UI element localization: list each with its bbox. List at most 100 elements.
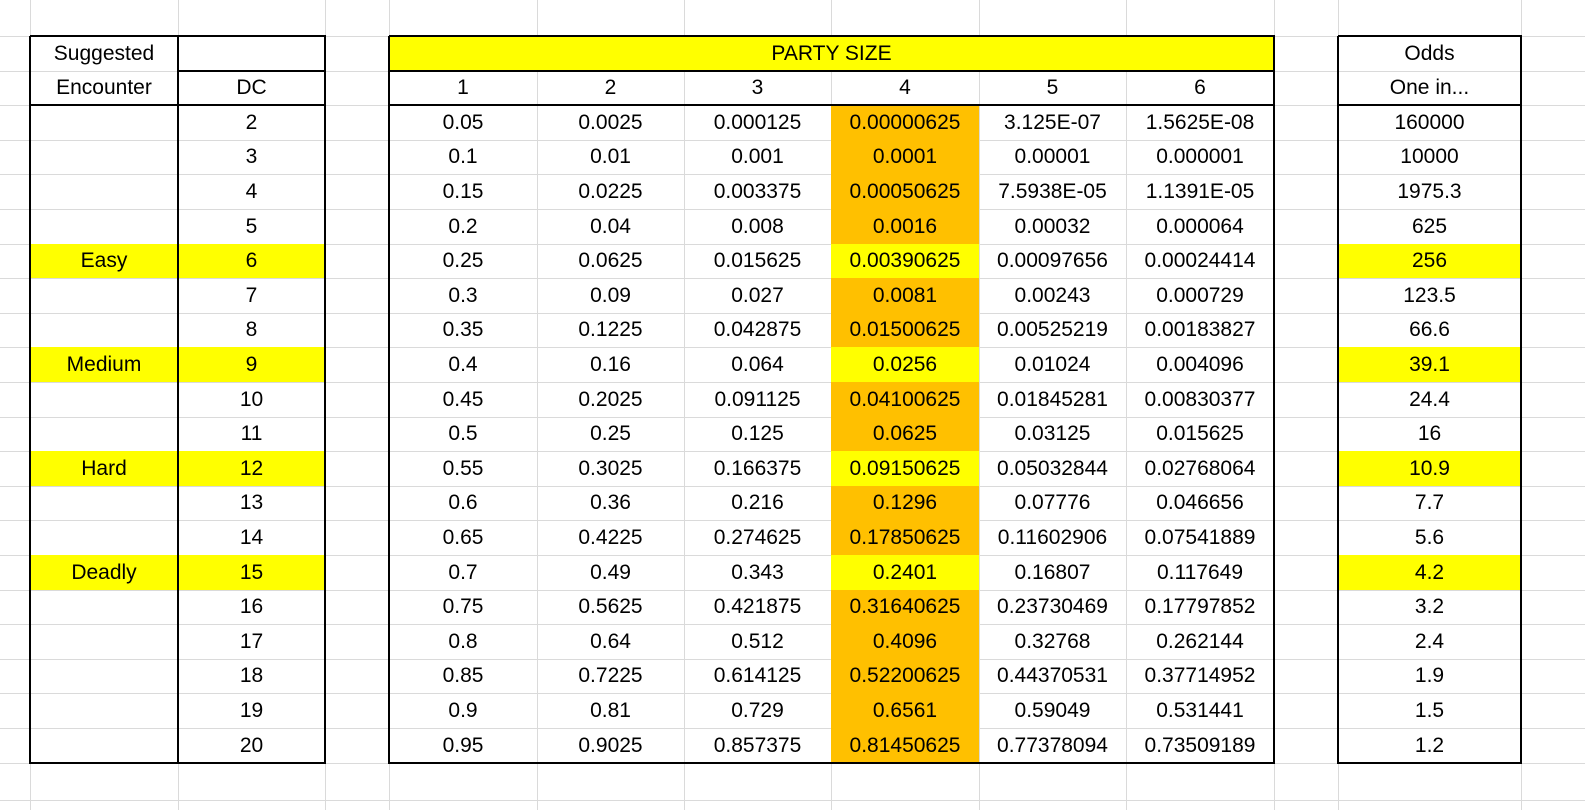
encounter-label[interactable]: Easy — [80, 249, 128, 272]
probability-value[interactable]: 0.65 — [442, 525, 484, 549]
probability-value[interactable]: 0.00243 — [1014, 283, 1091, 307]
probability-value[interactable]: 0.31640625 — [849, 595, 961, 618]
probability-value[interactable]: 0.8 — [448, 629, 478, 653]
probability-value[interactable]: 0.7225 — [578, 664, 643, 687]
probability-value[interactable]: 0.09 — [590, 283, 631, 307]
probability-value[interactable]: 0.07776 — [1014, 491, 1091, 514]
party-size-6-header[interactable]: 6 — [1194, 76, 1206, 99]
odds-value[interactable]: 160000 — [1394, 110, 1465, 134]
probability-value[interactable]: 0.004096 — [1156, 352, 1244, 376]
odds-value[interactable]: 4.2 — [1414, 560, 1445, 584]
probability-value[interactable]: 0.00050625 — [849, 179, 961, 203]
dc-value[interactable]: 12 — [239, 456, 264, 480]
probability-value[interactable]: 0.614125 — [713, 664, 802, 687]
header-suggested[interactable]: Suggested — [53, 41, 155, 65]
party-size-1-header[interactable]: 1 — [457, 76, 469, 99]
party-size-2-header[interactable]: 2 — [604, 76, 617, 99]
probability-value[interactable]: 0.77378094 — [997, 733, 1108, 757]
probability-value[interactable]: 0.07541889 — [1144, 525, 1256, 549]
party-size-5-header[interactable]: 5 — [1046, 76, 1059, 99]
probability-value[interactable]: 0.0225 — [578, 179, 643, 203]
probability-value[interactable]: 0.4225 — [578, 525, 643, 549]
probability-value[interactable]: 0.00000625 — [849, 110, 961, 134]
dc-value[interactable]: 17 — [239, 629, 264, 653]
probability-value[interactable]: 0.015625 — [713, 249, 802, 272]
probability-value[interactable]: 0.000729 — [1156, 283, 1244, 307]
probability-value[interactable]: 0.421875 — [713, 595, 802, 618]
probability-value[interactable]: 0.6 — [448, 491, 478, 514]
odds-value[interactable]: 10000 — [1400, 145, 1459, 168]
probability-value[interactable]: 0.04100625 — [849, 387, 961, 411]
probability-value[interactable]: 0.01 — [590, 145, 631, 168]
probability-value[interactable]: 0.027 — [731, 283, 784, 307]
odds-value[interactable]: 123.5 — [1403, 283, 1456, 307]
odds-value[interactable]: 66.6 — [1409, 318, 1450, 341]
dc-value[interactable]: 5 — [245, 214, 258, 238]
dc-value[interactable]: 13 — [239, 491, 264, 514]
probability-value[interactable]: 0.5 — [448, 422, 478, 445]
probability-value[interactable]: 0.3025 — [578, 456, 643, 480]
header-one-in[interactable]: One in... — [1389, 76, 1470, 99]
probability-value[interactable]: 0.4 — [448, 352, 478, 376]
probability-value[interactable]: 0.15 — [442, 179, 484, 203]
probability-value[interactable]: 0.000001 — [1156, 145, 1244, 168]
dc-value[interactable]: 4 — [245, 179, 258, 203]
dc-value[interactable]: 10 — [239, 387, 264, 411]
probability-value[interactable]: 0.85 — [442, 664, 484, 687]
probability-value[interactable]: 0.09150625 — [849, 456, 961, 480]
probability-value[interactable]: 0.512 — [731, 629, 784, 653]
odds-value[interactable]: 1.2 — [1414, 733, 1445, 757]
probability-value[interactable]: 0.03125 — [1014, 422, 1091, 445]
odds-value[interactable]: 16 — [1417, 422, 1442, 445]
probability-value[interactable]: 0.75 — [442, 595, 484, 618]
probability-value[interactable]: 0.1 — [448, 145, 478, 168]
probability-value[interactable]: 0.01024 — [1014, 352, 1091, 376]
probability-value[interactable]: 0.00390625 — [849, 249, 961, 272]
probability-value[interactable]: 0.0016 — [872, 214, 938, 238]
probability-value[interactable]: 0.00830377 — [1144, 387, 1256, 411]
probability-value[interactable]: 0.17850625 — [849, 525, 961, 549]
probability-value[interactable]: 1.5625E-08 — [1145, 110, 1255, 134]
probability-value[interactable]: 0.091125 — [714, 387, 801, 411]
probability-value[interactable]: 0.00183827 — [1144, 318, 1256, 341]
probability-value[interactable]: 0.2025 — [578, 387, 643, 411]
header-encounter[interactable]: Encounter — [56, 76, 152, 99]
probability-value[interactable]: 0.00024414 — [1144, 249, 1256, 272]
probability-value[interactable]: 0.5625 — [578, 595, 643, 618]
odds-value[interactable]: 1.9 — [1414, 664, 1445, 687]
probability-value[interactable]: 0.4096 — [872, 629, 938, 653]
probability-value[interactable]: 0.44370531 — [997, 664, 1108, 687]
probability-value[interactable]: 0.2401 — [872, 560, 938, 584]
probability-value[interactable]: 0.00001 — [1014, 145, 1091, 168]
probability-value[interactable]: 0.16 — [590, 352, 631, 376]
probability-value[interactable]: 0.35 — [442, 318, 484, 341]
probability-value[interactable]: 0.52200625 — [849, 664, 961, 687]
probability-value[interactable]: 0.042875 — [713, 318, 802, 341]
probability-value[interactable]: 0.11602906 — [997, 525, 1108, 549]
probability-value[interactable]: 0.857375 — [713, 733, 802, 757]
probability-value[interactable]: 0.216 — [731, 491, 784, 514]
probability-value[interactable]: 0.1296 — [872, 491, 938, 514]
dc-value[interactable]: 6 — [245, 249, 258, 272]
probability-value[interactable]: 0.0081 — [872, 283, 938, 307]
probability-value[interactable]: 1.1391E-05 — [1145, 179, 1255, 203]
odds-value[interactable]: 625 — [1411, 214, 1448, 238]
probability-value[interactable]: 0.00525219 — [997, 318, 1108, 341]
probability-value[interactable]: 0.0625 — [872, 422, 938, 445]
probability-value[interactable]: 0.23730469 — [997, 595, 1108, 618]
dc-value[interactable]: 18 — [239, 664, 264, 687]
dc-value[interactable]: 3 — [245, 145, 258, 168]
probability-value[interactable]: 0.046656 — [1156, 491, 1244, 514]
probability-value[interactable]: 0.117649 — [1156, 560, 1244, 584]
probability-value[interactable]: 0.729 — [731, 698, 784, 722]
probability-value[interactable]: 0.04 — [590, 214, 631, 238]
probability-value[interactable]: 0.6561 — [872, 698, 938, 722]
odds-value[interactable]: 1975.3 — [1397, 179, 1462, 203]
dc-value[interactable]: 15 — [239, 560, 264, 584]
odds-value[interactable]: 7.7 — [1414, 491, 1445, 514]
probability-value[interactable]: 0.01500625 — [849, 318, 961, 341]
encounter-label[interactable]: Medium — [66, 352, 142, 376]
probability-value[interactable]: 0.59049 — [1014, 698, 1091, 722]
dc-value[interactable]: 8 — [245, 318, 258, 341]
